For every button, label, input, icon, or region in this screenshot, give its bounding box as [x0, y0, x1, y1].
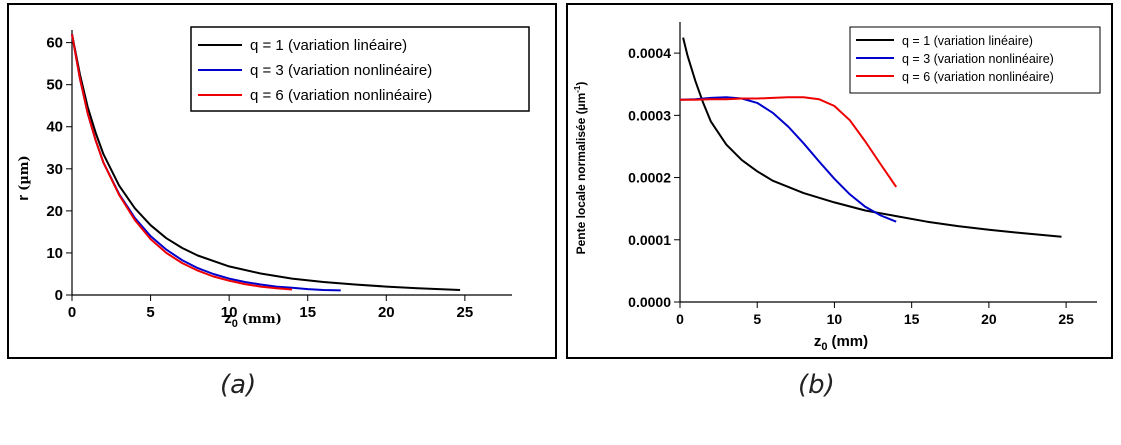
b-series-line-q6	[680, 96, 898, 188]
b-xtick-label: 10	[827, 311, 843, 327]
a-xtick-label: 15	[299, 304, 316, 321]
chart-a-legend: q = 1 (variation linéaire) q = 3 (variati…	[190, 26, 530, 112]
chart-b-axes	[679, 22, 1097, 303]
b-legend-label: q = 1 (variation linéaire)	[902, 34, 1033, 48]
b-ytick-label: 0.0003	[628, 107, 671, 123]
a-ytick-label: 60	[46, 35, 63, 52]
a-legend-label: q = 3 (variation nonlinéaire)	[250, 62, 432, 79]
a-ytick-label: 40	[46, 119, 63, 136]
a-ytick-label: 30	[46, 161, 63, 178]
a-xtick-label: 20	[378, 304, 395, 321]
a-series-line-q1	[71, 34, 461, 291]
b-xtick-label: 15	[904, 311, 920, 327]
chart-b-legend: q = 1 (variation linéaire) q = 3 (variati…	[849, 26, 1101, 94]
a-ytick-label: 20	[46, 203, 63, 220]
b-xtick-label: 0	[676, 311, 684, 327]
a-legend-label: q = 6 (variation nonlinéaire)	[250, 87, 432, 104]
b-xtick-label: 25	[1058, 311, 1074, 327]
b-ytick-label: 0.0000	[628, 294, 671, 310]
b-legend-label: q = 6 (variation nonlinéaire)	[902, 70, 1054, 84]
b-xtick-label: 20	[981, 311, 997, 327]
a-ytick-label: 0	[55, 287, 63, 304]
b-xtick-label: 5	[753, 311, 761, 327]
chart-a-xlabel: z0 (mm)	[224, 310, 281, 330]
chart-b: 0 5 10 15 20 25 0.0000 0.0001 0.0002 0.0003 0.0004…	[566, 3, 1113, 359]
chart-b-series	[679, 37, 1062, 238]
chart-a-frame	[7, 3, 557, 359]
b-series-line-q3	[679, 96, 897, 223]
a-legend-label: q = 1 (variation linéaire)	[250, 37, 407, 54]
chart-b-legend-box	[849, 26, 1101, 94]
chart-b-xlabel: z0 (mm)	[814, 333, 868, 353]
a-series-line-q6	[71, 34, 293, 291]
caption-a: (a)	[220, 370, 257, 400]
chart-a-ticks: 0 5 10 15 20 25 0 10 20 30 40 50 60	[46, 35, 473, 321]
caption-b: (b)	[798, 370, 835, 400]
b-ytick-label: 0.0004	[628, 45, 671, 61]
chart-a-series	[71, 34, 461, 292]
a-xtick-label: 10	[221, 304, 238, 321]
a-ytick-label: 10	[46, 245, 63, 262]
a-xtick-label: 0	[68, 304, 76, 321]
chart-b-ylabel: Pente locale normalisée (µm-1)	[573, 82, 588, 255]
b-legend-label: q = 3 (variation nonlinéaire)	[902, 52, 1054, 66]
a-ytick-label: 50	[46, 77, 63, 94]
b-ytick-label: 0.0001	[628, 232, 671, 248]
a-xtick-label: 5	[146, 304, 154, 321]
chart-a-ylabel: r(µm)	[15, 155, 32, 200]
chart-b-ticks: 0 5 10 15 20 25 0.0000 0.0001 0.0002 0.0003 0.0004	[628, 45, 1074, 327]
chart-b-frame	[566, 3, 1113, 359]
chart-a-axes	[71, 30, 512, 296]
chart-a-legend-box	[190, 26, 530, 112]
b-ytick-label: 0.0002	[628, 170, 671, 186]
chart-a: 0 5 10 15 20 25 0 10 20 30 40 50 60 z0 (mm) r(µm) q =…	[7, 3, 557, 359]
a-xtick-label: 25	[457, 304, 474, 321]
